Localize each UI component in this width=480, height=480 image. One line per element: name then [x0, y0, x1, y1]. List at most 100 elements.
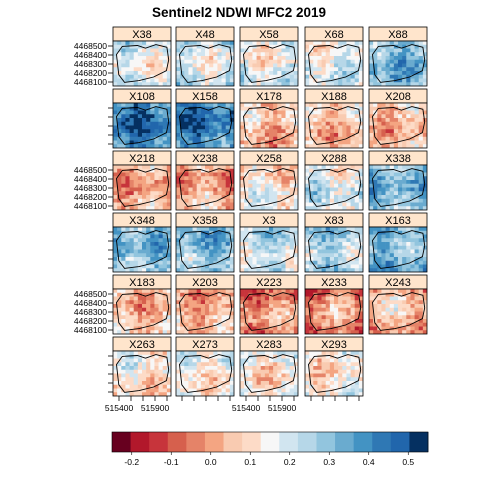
raster-cell: [256, 52, 262, 57]
raster-cell: [244, 59, 249, 64]
raster-cell: [162, 319, 168, 324]
raster-cell: [256, 238, 262, 243]
raster-cell: [252, 268, 257, 272]
raster-cell: [334, 227, 339, 232]
raster-cell: [377, 227, 382, 232]
raster-cell: [184, 227, 189, 232]
raster-cell: [192, 260, 198, 265]
raster-cell: [313, 234, 318, 239]
raster-cell: [142, 392, 147, 396]
raster-cell: [150, 133, 155, 138]
raster-cell: [129, 296, 135, 301]
raster-cell: [129, 388, 135, 393]
raster-cell: [244, 249, 249, 254]
raster-cell: [205, 358, 210, 363]
raster-cell: [358, 106, 363, 111]
raster-cell: [213, 304, 218, 309]
panel-label: X288: [321, 153, 347, 165]
raster-cell: [338, 41, 343, 46]
raster-cell: [277, 136, 282, 141]
raster-cell: [346, 198, 351, 203]
panel-raster: [113, 227, 171, 272]
raster-cell: [225, 307, 231, 312]
raster-cell: [158, 227, 164, 232]
raster-cell: [162, 234, 168, 239]
raster-cell: [129, 268, 135, 272]
raster-cell: [196, 230, 202, 235]
field-boundary: [116, 230, 170, 269]
raster-cell: [334, 366, 339, 371]
raster-cell: [377, 304, 382, 309]
raster-cell: [285, 172, 291, 177]
raster-cell: [192, 103, 198, 108]
raster-cell: [256, 264, 262, 269]
raster-cell: [117, 384, 122, 389]
raster-cell: [225, 319, 231, 324]
raster-cell: [305, 377, 310, 382]
raster-cell: [410, 330, 415, 334]
raster-cell: [346, 118, 351, 123]
raster-cell: [200, 322, 206, 327]
raster-cell: [113, 304, 118, 309]
raster-cell: [313, 187, 318, 192]
raster-cell: [289, 234, 295, 239]
raster-cell: [346, 71, 351, 76]
raster-cell: [358, 48, 363, 53]
raster-cell: [317, 249, 322, 254]
raster-cell: [358, 245, 363, 250]
raster-cell: [260, 384, 266, 389]
raster-cell: [117, 373, 122, 378]
raster-cell: [133, 168, 139, 173]
raster-cell: [217, 118, 222, 123]
raster-cell: [414, 125, 420, 130]
raster-cell: [277, 296, 282, 301]
raster-cell: [277, 48, 282, 53]
raster-cell: [196, 121, 202, 126]
raster-cell: [305, 144, 310, 148]
raster-cell: [358, 230, 363, 235]
raster-cell: [281, 268, 286, 272]
raster-cell: [150, 183, 155, 188]
raster-cell: [385, 307, 391, 312]
raster-cell: [252, 373, 257, 378]
raster-cell: [248, 118, 253, 123]
raster-cell: [196, 392, 202, 396]
raster-cell: [180, 180, 185, 185]
raster-cell: [176, 366, 181, 371]
raster-cell: [196, 59, 202, 64]
raster-cell: [137, 195, 143, 200]
raster-cell: [213, 381, 218, 386]
raster-cell: [277, 388, 282, 393]
raster-cell: [317, 362, 322, 367]
raster-cell: [358, 311, 363, 316]
raster-cell: [281, 377, 286, 382]
panel-frame: [239, 288, 299, 335]
raster-cell: [200, 300, 206, 305]
raster-cell: [166, 195, 171, 200]
raster-cell: [329, 183, 335, 188]
raster-cell: [113, 373, 118, 378]
raster-cell: [305, 187, 310, 192]
raster-cell: [289, 311, 295, 316]
raster-cell: [313, 59, 318, 64]
raster-cell: [346, 191, 351, 196]
raster-cell: [369, 195, 374, 200]
raster-cell: [389, 245, 395, 250]
raster-cell: [313, 300, 318, 305]
raster-cell: [277, 307, 282, 312]
raster-cell: [129, 300, 135, 305]
raster-cell: [192, 238, 198, 243]
raster-cell: [305, 330, 310, 334]
raster-cell: [269, 388, 274, 393]
raster-cell: [389, 133, 395, 138]
raster-cell: [221, 300, 227, 305]
raster-cell: [321, 234, 327, 239]
raster-cell: [188, 354, 193, 359]
raster-cell: [317, 326, 322, 331]
raster-cell: [317, 373, 322, 378]
raster-cell: [256, 384, 262, 389]
raster-cell: [217, 326, 222, 331]
raster-cell: [221, 110, 227, 115]
raster-cell: [146, 253, 151, 258]
raster-cell: [129, 125, 135, 130]
